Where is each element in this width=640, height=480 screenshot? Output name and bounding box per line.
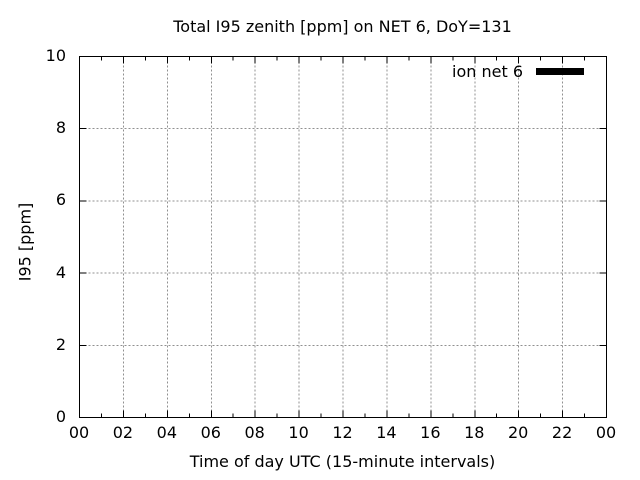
x-tick-label: 04	[156, 423, 177, 442]
plot-border	[79, 56, 607, 418]
x-tick-label: 00	[595, 423, 617, 442]
x-axis-label: Time of day UTC (15-minute intervals)	[189, 452, 496, 471]
y-axis-label: I95 [ppm]	[15, 202, 35, 282]
x-tick-label: 14	[376, 423, 397, 442]
x-tick-label: 16	[420, 423, 441, 442]
chart-title: Total I95 zenith [ppm] on NET 6, DoY=131	[173, 17, 512, 36]
legend-entry-label: ion net 6	[452, 62, 523, 81]
y-tick-label: 6	[55, 190, 66, 210]
x-tick-label: 18	[464, 423, 485, 442]
x-tick-label: 12	[332, 423, 353, 442]
y-tick-label: 10	[45, 46, 66, 65]
legend-line-sample	[536, 68, 584, 75]
x-tick-label: 10	[288, 423, 309, 442]
legend: ion net 6	[452, 62, 584, 81]
x-tick-label: 08	[244, 423, 265, 442]
x-tick-label: 22	[551, 423, 573, 442]
y-tick-label: 8	[55, 118, 66, 138]
x-tick-label: 06	[200, 423, 221, 442]
y-tick-label: 0	[55, 407, 66, 426]
y-tick-label: 4	[55, 262, 66, 282]
x-tick-label: 02	[112, 423, 134, 442]
y-tick-label: 2	[55, 334, 66, 354]
x-tick-label: 00	[68, 423, 90, 442]
x-tick-label: 20	[507, 423, 529, 442]
